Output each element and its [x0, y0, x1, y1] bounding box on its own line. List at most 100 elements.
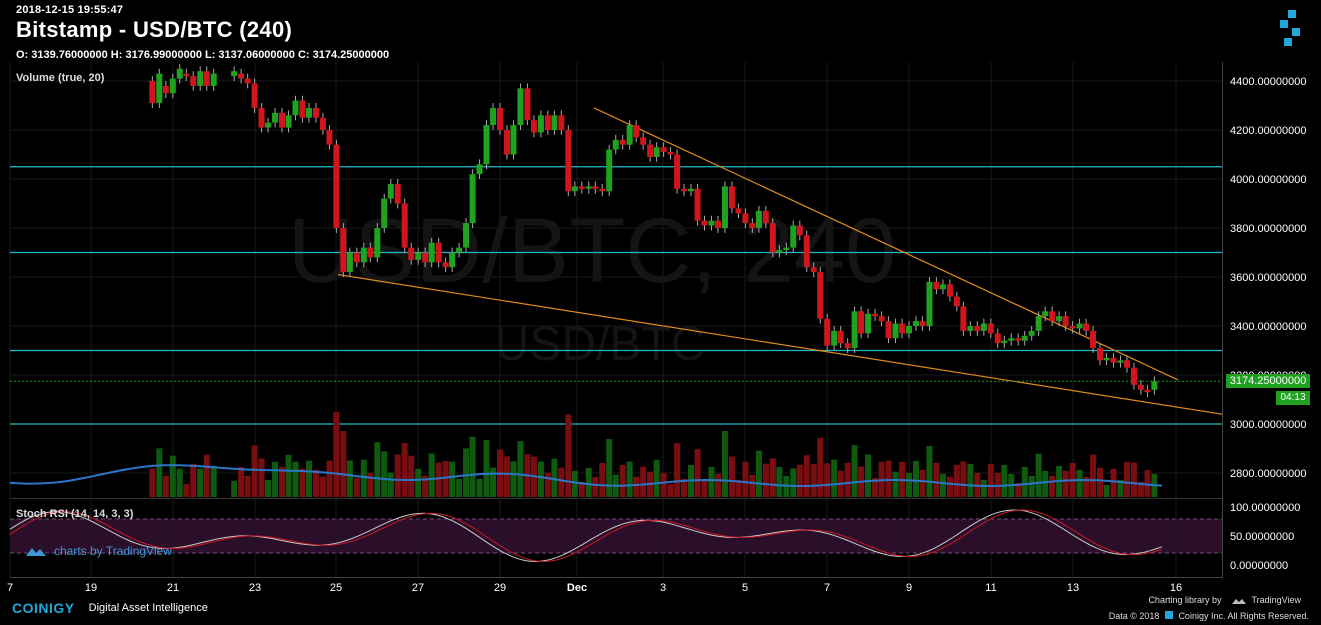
tradingview-attribution[interactable]: charts by TradingView — [24, 544, 172, 558]
candle-body — [647, 144, 654, 157]
candle-body — [755, 210, 762, 228]
candle-body — [906, 326, 912, 334]
candlestick — [810, 262, 817, 277]
volume-bar — [831, 459, 838, 497]
candlestick — [360, 242, 367, 268]
candlestick — [1110, 352, 1117, 368]
volume-bar — [442, 460, 449, 497]
volume-indicator-label[interactable]: Volume (true, 20) — [16, 72, 105, 84]
candlestick — [537, 110, 544, 138]
candlestick — [1062, 311, 1069, 331]
candlestick — [435, 237, 442, 268]
candle-body — [974, 326, 981, 331]
candlestick — [660, 142, 667, 157]
footer-branding: COINIGY Digital Asset Intelligence — [12, 600, 208, 616]
candlestick — [265, 117, 272, 133]
candlestick — [933, 277, 940, 295]
volume-bar — [701, 480, 708, 497]
candle-body — [524, 88, 531, 121]
candlestick — [919, 316, 926, 331]
candlestick — [251, 78, 258, 113]
volume-bar — [490, 467, 497, 497]
candlestick — [231, 66, 238, 81]
candle-body — [946, 284, 953, 297]
candlestick — [694, 183, 701, 226]
volume-bar — [408, 455, 415, 497]
candle-body — [305, 107, 312, 118]
volume-bar — [872, 477, 879, 497]
candlestick — [530, 115, 537, 138]
volume-bar — [367, 472, 374, 497]
candle-body — [681, 188, 688, 192]
volume-bar — [394, 454, 401, 497]
volume-bar — [742, 461, 749, 497]
volume-bar — [1110, 468, 1117, 497]
stoch-k-line — [9, 509, 1163, 563]
volume-bar — [633, 476, 640, 497]
candle-body — [674, 154, 681, 189]
volume-bar — [319, 476, 326, 497]
candle-body — [626, 125, 633, 145]
candlestick — [619, 134, 626, 150]
candle-body — [892, 323, 899, 339]
candle-body — [701, 220, 708, 226]
candle-body — [415, 252, 422, 260]
coinigy-logo-icon — [1278, 8, 1310, 48]
candle-body — [231, 71, 238, 77]
volume-bar — [1076, 469, 1083, 497]
candle-body — [939, 284, 946, 290]
volume-bar — [265, 479, 272, 497]
tradingview-attribution-text: charts by TradingView — [54, 544, 172, 558]
candlestick — [769, 218, 776, 258]
candle-body — [1097, 348, 1104, 361]
time-tick-label: 3 — [660, 582, 666, 594]
candlestick — [1151, 376, 1158, 395]
candlestick — [394, 179, 401, 209]
volume-bar — [435, 462, 442, 497]
candle-body — [878, 316, 885, 322]
volume-bar — [762, 463, 769, 497]
candle-body — [387, 183, 394, 199]
volume-bar — [844, 462, 851, 497]
candle-body — [558, 115, 565, 130]
time-tick-label: 25 — [330, 582, 342, 594]
candlestick — [1001, 335, 1008, 349]
volume-bar — [721, 431, 728, 497]
volume-bar — [912, 460, 919, 497]
price-tick-label: 3400.00000000 — [1230, 321, 1306, 333]
volume-bar — [285, 454, 292, 497]
time-tick-label: 5 — [742, 582, 748, 594]
volume-bar — [708, 466, 715, 497]
tradingview-name: TradingView — [1251, 595, 1301, 605]
candlestick — [1056, 311, 1063, 326]
candle-body — [1021, 335, 1028, 341]
volume-moving-average-line — [9, 464, 1163, 488]
tradingview-link[interactable]: TradingView — [1231, 595, 1301, 605]
time-axis-border — [10, 577, 1222, 578]
candlestick — [953, 291, 960, 312]
volume-bar — [960, 461, 967, 497]
volume-bar — [1137, 481, 1144, 497]
coinigy-wordmark[interactable]: COINIGY — [12, 600, 75, 616]
candlestick — [653, 142, 660, 162]
candle-body — [197, 71, 204, 86]
volume-bar — [735, 479, 742, 497]
candle-body — [394, 183, 401, 204]
candle-body — [714, 220, 721, 228]
candlestick — [640, 132, 647, 150]
candle-body — [919, 321, 926, 326]
candlestick — [422, 247, 429, 268]
candle-body — [653, 147, 660, 157]
volume-bar — [939, 473, 946, 497]
stoch-tick-label: 50.00000000 — [1230, 531, 1294, 543]
candle-body — [463, 223, 470, 248]
stoch-rsi-label[interactable]: Stoch RSI (14, 14, 3, 3) — [16, 508, 134, 520]
candle-body — [817, 272, 824, 319]
volume-bar — [653, 459, 660, 497]
volume-bar — [933, 462, 940, 497]
candlestick — [1069, 321, 1076, 334]
candlestick — [1028, 326, 1035, 341]
candle-body — [844, 343, 851, 349]
candle-body — [367, 247, 374, 258]
